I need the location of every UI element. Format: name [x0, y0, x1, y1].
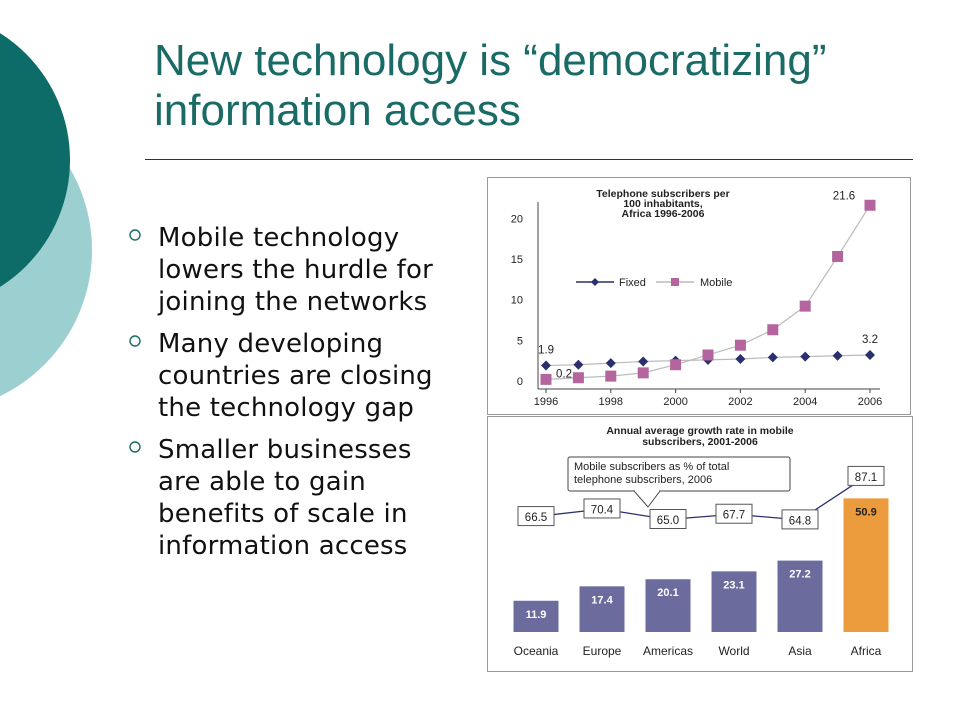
chart2-bar-label: 11.9: [526, 609, 547, 621]
chart1-legend-mobile-marker: [671, 278, 679, 286]
chart2-category-label: Europe: [583, 644, 622, 658]
chart2-share-label: 65.0: [657, 515, 679, 527]
title-line-2: information access: [154, 86, 521, 135]
chart2-callout-box: [567, 456, 791, 492]
chart1-point-fixed: [865, 349, 875, 360]
bullet-text: Smaller businesses are able to gain bene…: [158, 435, 412, 561]
mobile-growth-chart-svg: Annual average growth rate in mobilesubs…: [513, 425, 889, 658]
chart1-x-tick-label: 2000: [663, 396, 687, 408]
hollow-circle-bullet-icon: [129, 229, 141, 241]
chart1-x-tick-label: 2006: [858, 396, 882, 408]
chart1-point-fixed: [541, 360, 551, 371]
chart1-point-fixed: [605, 358, 616, 369]
chart1-y-tick-label: 5: [517, 335, 523, 347]
chart2-bar-oceania: [513, 600, 559, 632]
chart2-category-label: World: [718, 644, 749, 658]
hollow-circle-bullet-icon: [129, 335, 141, 347]
bullet-text: Mobile technology lowers the hurdle for …: [158, 223, 433, 317]
chart2-bar-label: 27.2: [789, 569, 810, 581]
chart1-point-mobile: [767, 324, 779, 336]
chart1-x-tick-label: 2002: [728, 396, 752, 408]
chart2-share-label: 64.8: [789, 515, 811, 527]
chart1-point-mobile: [702, 349, 714, 361]
slide-title: New technology is “democratizing” inform…: [154, 36, 934, 136]
hollow-circle-bullet-icon: [129, 441, 141, 453]
chart1-point-fixed: [832, 350, 843, 361]
dark-teal-circle: [0, 33, 70, 287]
chart2-callout-text: Mobile subscribers as % of total: [574, 461, 729, 473]
chart1-point-mobile: [864, 199, 876, 211]
chart2-category-label: Asia: [788, 644, 812, 658]
bullet-list: Mobile technology lowers the hurdle for …: [122, 222, 462, 572]
chart1-point-fixed: [573, 359, 584, 370]
chart2-category-label: Americas: [643, 644, 693, 658]
chart1-data-label: 0.2: [556, 368, 572, 380]
chart1-point-mobile: [637, 367, 649, 379]
chart1-point-fixed: [638, 356, 649, 367]
chart1-point-mobile: [540, 373, 552, 385]
telephone-subscribers-chart: Telephone subscribers per 100 inhabitants…: [487, 177, 911, 415]
chart1-point-mobile: [605, 370, 617, 382]
chart1-legend-fixed-label: Fixed: [619, 277, 646, 289]
chart1-data-label: 1.9: [538, 345, 554, 357]
chart1-point-fixed: [767, 352, 778, 363]
chart2-share-box: [649, 509, 687, 529]
chart1-x-tick-label: 1998: [599, 396, 623, 408]
chart2-title-line: Annual average growth rate in mobile: [606, 425, 793, 437]
chart2-category-label: Oceania: [514, 644, 559, 658]
chart1-x-tick-label: 1996: [534, 396, 558, 408]
chart1-y-tick-label: 20: [511, 213, 523, 225]
chart1-data-label: 3.2: [862, 334, 878, 346]
chart1-point-mobile: [572, 372, 584, 384]
chart1-point-fixed: [800, 351, 811, 362]
chart1-y-tick-label: 0: [517, 376, 523, 388]
bullet-item: Mobile technology lowers the hurdle for …: [122, 222, 462, 318]
chart1-legend-mobile-label: Mobile: [700, 277, 732, 289]
chart2-callout-pointer: [633, 490, 661, 508]
chart1-y-tick-label: 10: [511, 295, 523, 307]
title-line-1: New technology is “democratizing”: [154, 36, 827, 85]
chart2-bar-label: 17.4: [591, 594, 613, 606]
chart1-title-line: 100 inhabitants,: [623, 198, 702, 210]
chart1-data-label: 21.6: [833, 190, 855, 202]
decorative-circles: [0, 33, 92, 397]
bullet-item: Many developing countries are closing th…: [122, 328, 462, 424]
chart2-share-label: 67.7: [723, 510, 745, 522]
chart2-share-label: 70.4: [591, 504, 614, 516]
chart2-bar-asia: [777, 560, 823, 632]
chart2-share-label: 66.5: [525, 512, 547, 524]
chart2-share-box: [583, 498, 621, 519]
chart2-bar-europe: [579, 586, 625, 632]
chart1-y-tick-label: 15: [511, 254, 523, 266]
chart2-bar-world: [711, 571, 757, 632]
chart2-bar-label: 23.1: [723, 579, 744, 591]
chart1-title-line: Telephone subscribers per: [596, 188, 729, 200]
chart1-title-line: Africa 1996-2006: [622, 208, 705, 220]
mobile-growth-chart: Annual average growth rate in mobile subs…: [487, 416, 913, 672]
chart1-point-mobile: [799, 300, 811, 312]
chart2-title-line: subscribers, 2001-2006: [642, 436, 758, 448]
chart1-point-mobile: [670, 359, 682, 371]
chart2-share-box: [781, 509, 819, 530]
chart1-point-mobile: [734, 339, 746, 351]
chart1-point-mobile: [832, 251, 844, 263]
chart1-legend-fixed-marker: [591, 278, 599, 286]
chart2-bar-label: 50.9: [855, 506, 876, 518]
chart2-share-box: [715, 503, 753, 524]
chart2-bar-label: 20.1: [657, 587, 678, 599]
title-divider: [145, 159, 913, 160]
chart2-bar-africa: [843, 498, 889, 632]
chart2-callout-text: telephone subscribers, 2006: [574, 474, 712, 486]
bullet-text: Many developing countries are closing th…: [158, 329, 433, 423]
chart2-share-box: [517, 506, 555, 527]
chart2-share-box: [847, 465, 885, 486]
bullet-item: Smaller businesses are able to gain bene…: [122, 434, 462, 562]
chart2-bar-americas: [645, 579, 691, 632]
chart1-x-tick-label: 2004: [793, 396, 817, 408]
chart1-point-fixed: [735, 354, 746, 365]
chart2-category-label: Africa: [851, 644, 882, 658]
chart2-share-label: 87.1: [855, 472, 877, 484]
